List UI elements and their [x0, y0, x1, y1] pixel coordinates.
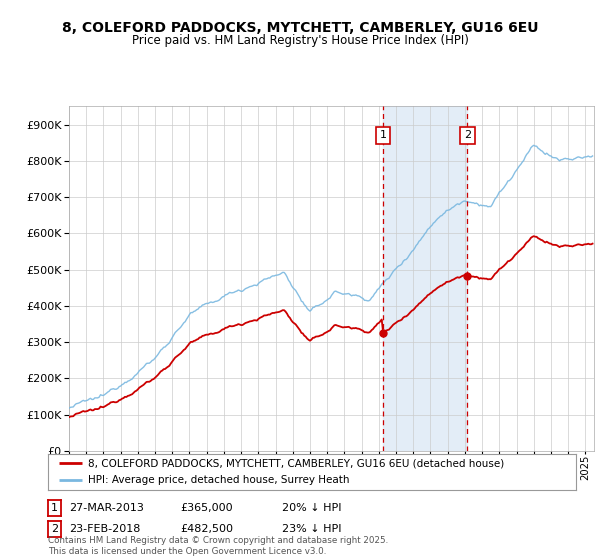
Text: HPI: Average price, detached house, Surrey Heath: HPI: Average price, detached house, Surr… — [88, 475, 349, 485]
Text: 8, COLEFORD PADDOCKS, MYTCHETT, CAMBERLEY, GU16 6EU (detached house): 8, COLEFORD PADDOCKS, MYTCHETT, CAMBERLE… — [88, 459, 504, 468]
Text: 2: 2 — [464, 130, 471, 141]
Text: Contains HM Land Registry data © Crown copyright and database right 2025.
This d: Contains HM Land Registry data © Crown c… — [48, 536, 388, 556]
Text: 23-FEB-2018: 23-FEB-2018 — [69, 524, 140, 534]
Text: 27-MAR-2013: 27-MAR-2013 — [69, 503, 144, 513]
Text: £365,000: £365,000 — [180, 503, 233, 513]
Text: 2: 2 — [51, 524, 58, 534]
Text: 23% ↓ HPI: 23% ↓ HPI — [282, 524, 341, 534]
Text: £482,500: £482,500 — [180, 524, 233, 534]
Text: 1: 1 — [379, 130, 386, 141]
Text: 20% ↓ HPI: 20% ↓ HPI — [282, 503, 341, 513]
Text: 8, COLEFORD PADDOCKS, MYTCHETT, CAMBERLEY, GU16 6EU: 8, COLEFORD PADDOCKS, MYTCHETT, CAMBERLE… — [62, 21, 538, 35]
Text: 1: 1 — [51, 503, 58, 513]
Bar — [383, 106, 467, 451]
Text: Price paid vs. HM Land Registry's House Price Index (HPI): Price paid vs. HM Land Registry's House … — [131, 34, 469, 46]
